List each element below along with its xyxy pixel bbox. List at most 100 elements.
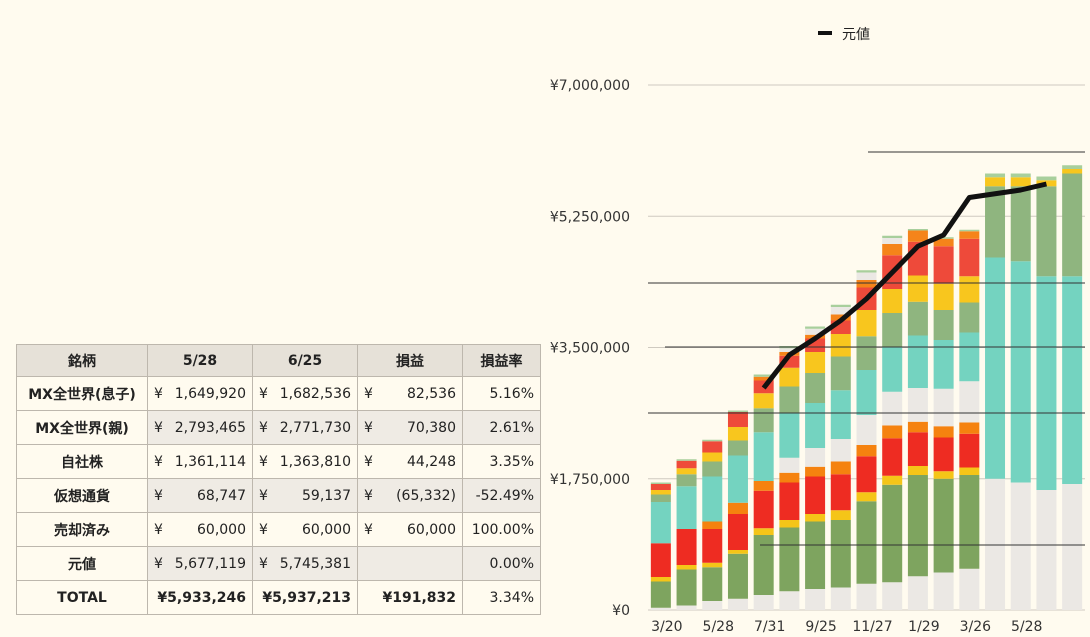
y-axis-tick-labels: ¥0 ¥1,750,000 ¥3,500,000 ¥5,250,000 ¥7,000,0… <box>550 78 630 619</box>
profit-loss: (65,332) <box>396 487 456 504</box>
bar-segment <box>907 421 928 433</box>
value-625: 1,682,536 <box>279 385 351 402</box>
bar-segment <box>727 455 748 503</box>
bar-segment <box>727 514 748 550</box>
value-528: 60,000 <box>197 521 246 538</box>
bar-stack <box>830 304 851 610</box>
bar-segment <box>856 310 877 337</box>
row-name: 元値 <box>16 546 148 581</box>
currency-symbol: ¥ <box>259 419 268 436</box>
bar-segment <box>676 605 697 610</box>
currency-symbol: ¥ <box>259 385 268 402</box>
bar-segment <box>985 177 1006 187</box>
bar-segment <box>753 393 774 409</box>
bar-stack <box>985 173 1006 610</box>
bar-segment <box>676 459 697 461</box>
header-rate: 損益率 <box>462 344 541 377</box>
bar-segment <box>650 494 671 502</box>
bar-segment <box>882 582 903 610</box>
bar-segment <box>727 553 748 599</box>
bar-segment <box>702 461 723 477</box>
x-tick-label: 5/28 <box>1011 619 1042 635</box>
table-row: 自社株 ¥1,361,114 ¥1,363,810 ¥44,248 3.35% <box>16 444 541 479</box>
bar-segment <box>933 238 954 247</box>
legend-label-motone: 元値 <box>842 27 870 43</box>
total-pl: ¥191,832 <box>382 589 456 606</box>
bar-segment <box>805 403 826 448</box>
bar-segment <box>779 348 800 352</box>
total-label: TOTAL <box>16 580 148 615</box>
bar-segment <box>882 235 903 238</box>
bar-stack <box>753 374 774 610</box>
bar-segment <box>882 313 903 347</box>
bar-stack <box>1062 165 1083 610</box>
bar-segment <box>985 478 1006 610</box>
currency-symbol: ¥ <box>154 385 163 402</box>
bar-segment <box>933 237 954 239</box>
bar-stack <box>676 459 697 610</box>
bar-segment <box>959 381 980 423</box>
bar-segment <box>650 502 671 544</box>
currency-symbol: ¥ <box>259 555 268 572</box>
y-tick-label: ¥3,500,000 <box>550 341 630 357</box>
bar-segment <box>1062 165 1083 169</box>
profit-rate: 5.16% <box>462 376 541 411</box>
bar-segment <box>830 304 851 307</box>
row-name: 自社株 <box>16 444 148 479</box>
bar-segment <box>959 568 980 610</box>
bar-segment <box>907 230 928 242</box>
x-axis-tick-labels: 3/20 5/28 7/31 9/25 11/27 1/29 3/26 5/28 <box>651 619 1042 635</box>
table-row: MX全世界(親) ¥2,793,465 ¥2,771,730 ¥70,380 2… <box>16 410 541 445</box>
table-row: MX全世界(息子) ¥1,649,920 ¥1,682,536 ¥82,536 … <box>16 376 541 411</box>
bar-segment <box>1036 180 1057 187</box>
bar-segment <box>856 501 877 584</box>
bar-segment <box>933 437 954 472</box>
bar-segment <box>933 283 954 310</box>
bar-segment <box>907 466 928 475</box>
bar-segment <box>856 280 877 288</box>
bar-segment <box>805 326 826 329</box>
row-name: 仮想通貨 <box>16 478 148 513</box>
bar-segment <box>907 576 928 610</box>
currency-symbol: ¥ <box>259 453 268 470</box>
bar-segment <box>933 246 954 284</box>
bar-segment <box>907 388 928 422</box>
bar-segment <box>727 598 748 610</box>
bar-segment <box>830 439 851 462</box>
bar-segment <box>805 448 826 467</box>
bar-segment <box>1062 276 1083 484</box>
row-name: 売却済み <box>16 512 148 547</box>
bar-stack <box>727 410 748 610</box>
chart-bars <box>650 165 1083 610</box>
bar-segment <box>933 471 954 479</box>
bar-segment <box>959 332 980 382</box>
bar-segment <box>676 569 697 606</box>
bar-segment <box>933 310 954 340</box>
profit-loss: 82,536 <box>407 385 456 402</box>
bar-segment <box>650 581 671 608</box>
bar-segment <box>907 335 928 388</box>
bar-segment <box>727 427 748 441</box>
bar-segment <box>856 456 877 493</box>
currency-symbol: ¥ <box>364 385 373 402</box>
bar-segment <box>753 408 774 433</box>
bar-stack <box>702 439 723 610</box>
bar-stack <box>959 229 980 610</box>
bar-segment <box>830 510 851 520</box>
bar-segment <box>805 466 826 477</box>
bar-segment <box>882 346 903 392</box>
bar-segment <box>650 490 671 495</box>
bar-segment <box>753 432 774 481</box>
bar-segment <box>702 441 723 453</box>
value-528: 68,747 <box>197 487 246 504</box>
bar-segment <box>650 577 671 582</box>
bar-segment <box>882 244 903 256</box>
bar-segment <box>959 433 980 468</box>
bar-segment <box>856 445 877 457</box>
x-tick-label: 1/29 <box>908 619 939 635</box>
currency-symbol: ¥ <box>364 419 373 436</box>
bar-segment <box>907 229 928 231</box>
bar-segment <box>856 272 877 280</box>
bar-segment <box>907 432 928 466</box>
bar-segment <box>676 460 697 469</box>
